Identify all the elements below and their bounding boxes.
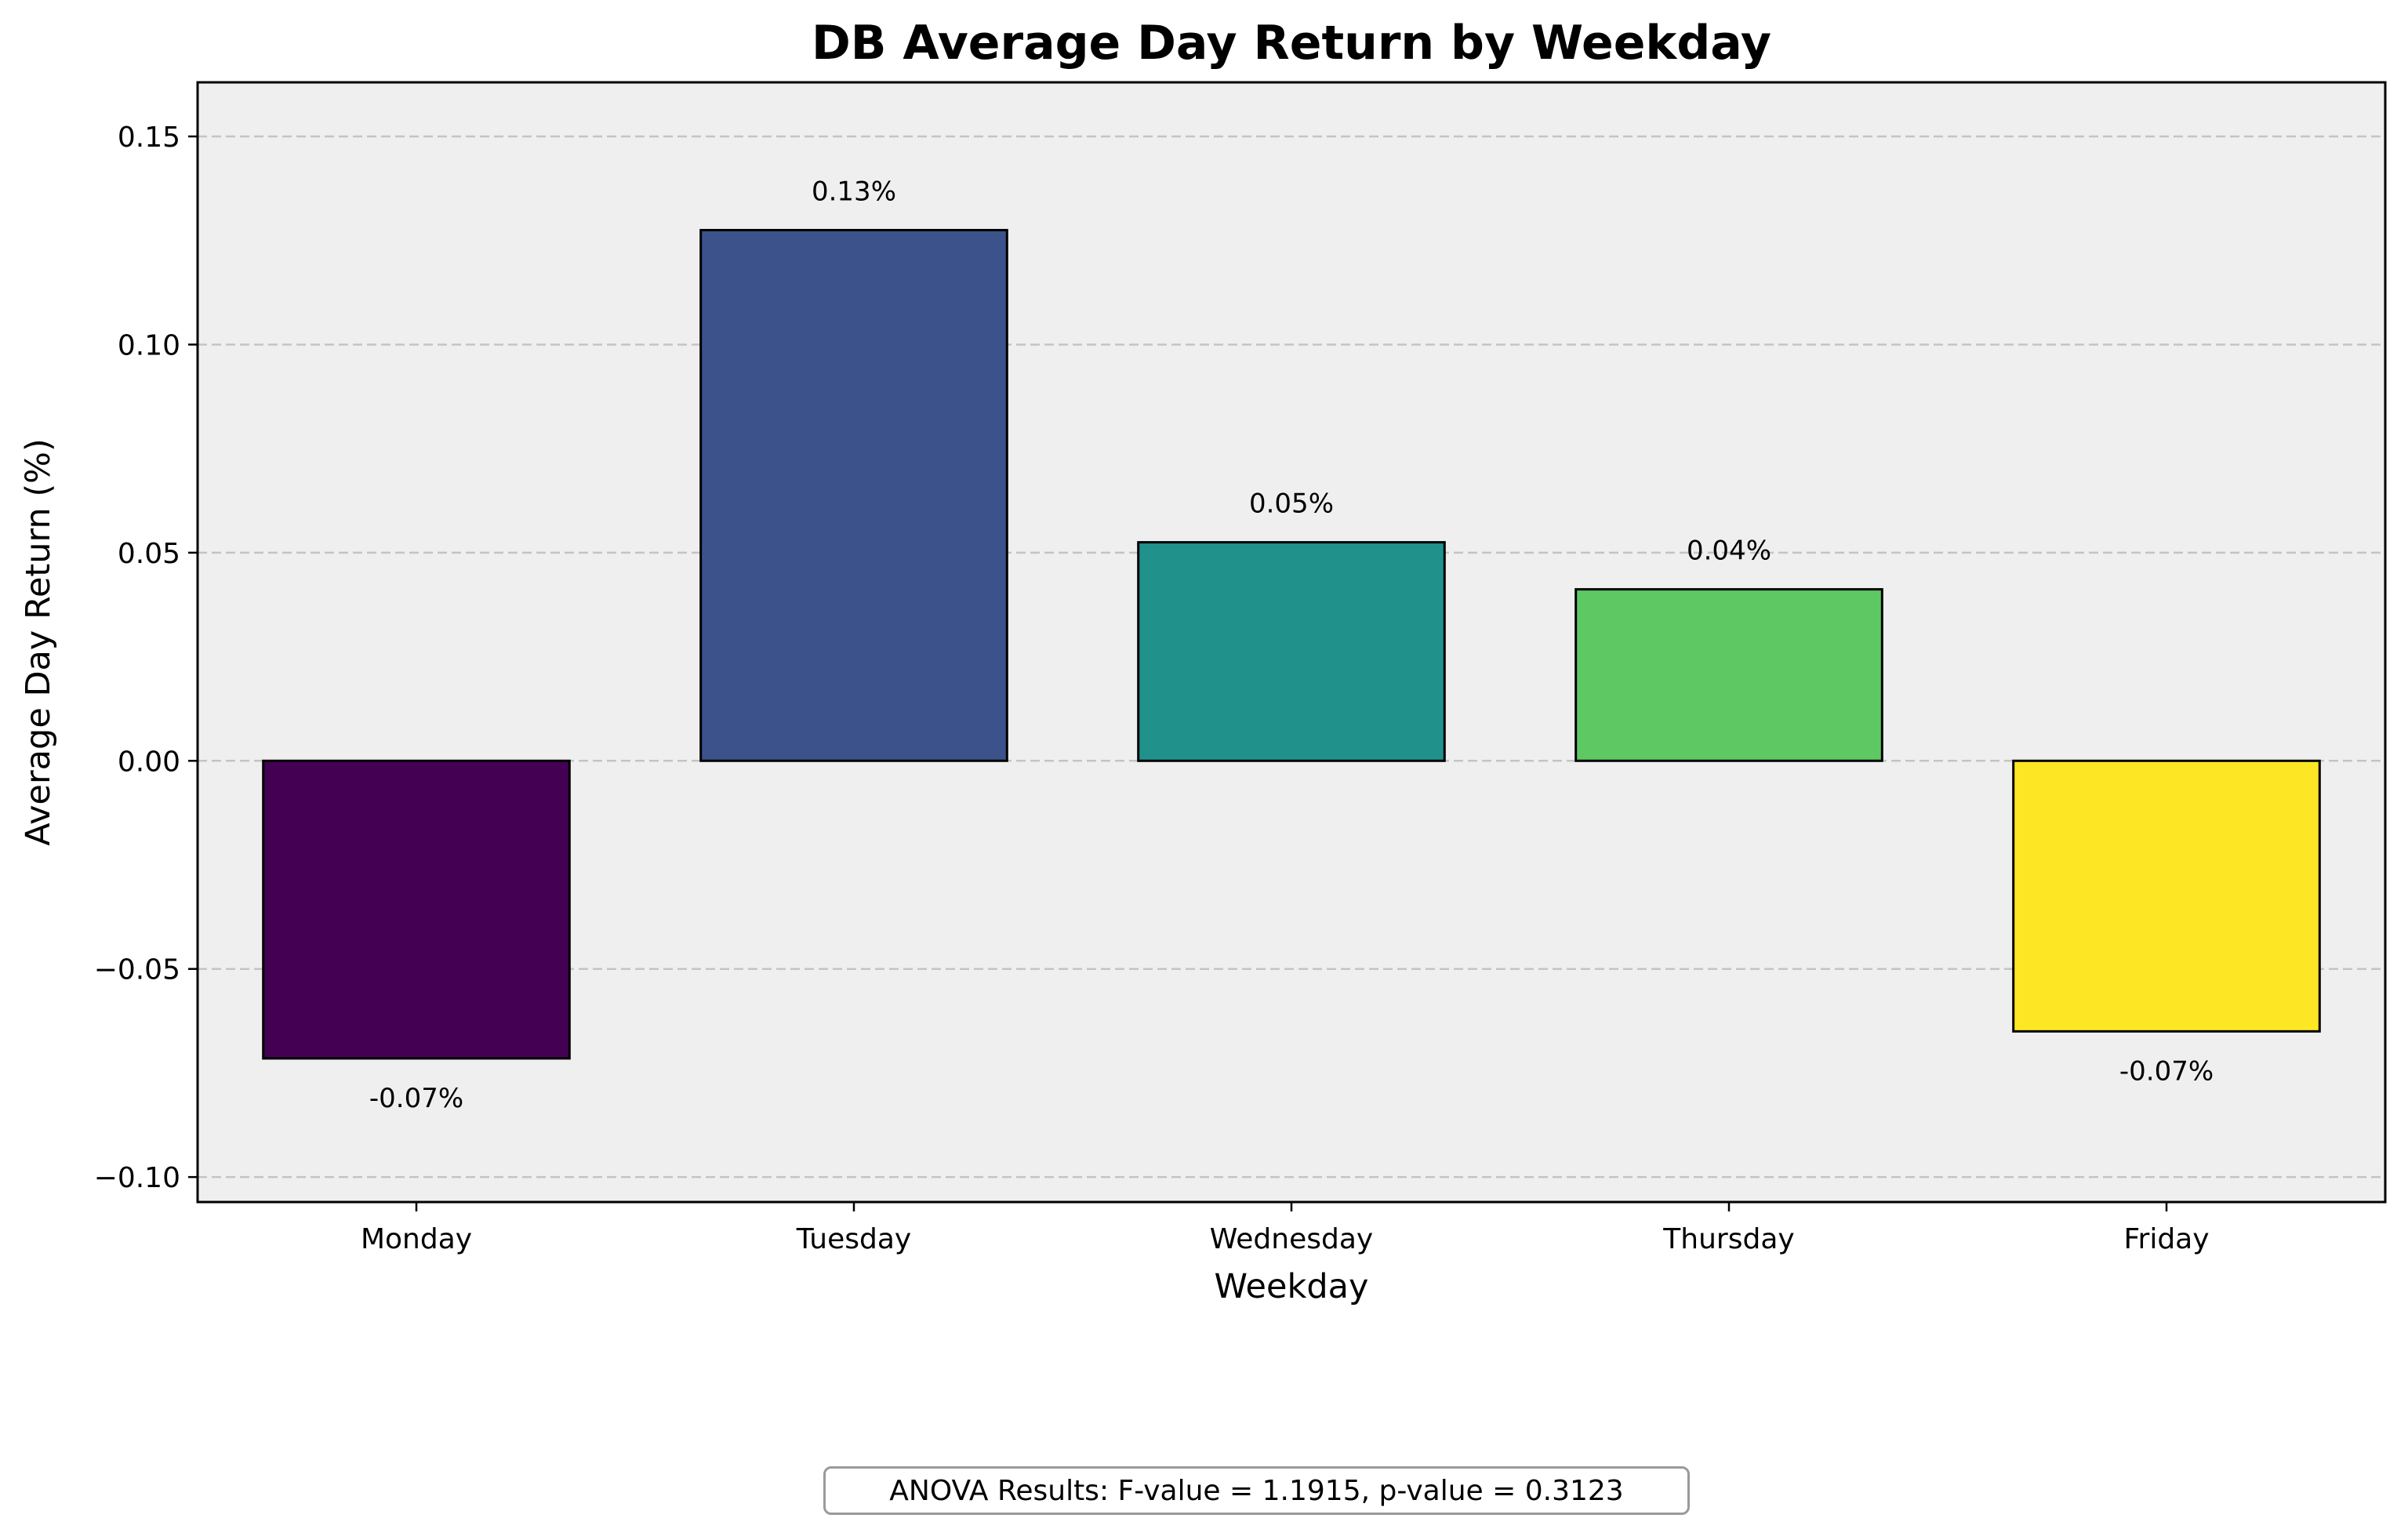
data-label: -0.07% — [369, 1083, 463, 1114]
y-axis: −0.10 −0.05 0.00 0.05 0.10 0.15 — [94, 122, 198, 1194]
data-label: 0.13% — [812, 176, 896, 207]
y-tick-label: 0.05 — [118, 538, 180, 570]
bar-monday — [262, 759, 571, 1060]
data-label: 0.04% — [1687, 536, 1771, 567]
x-tick-label: Monday — [361, 1223, 472, 1255]
anova-results-box: ANOVA Results: F-value = 1.1915, p-value… — [823, 1466, 1690, 1515]
x-tick-label: Friday — [2123, 1223, 2209, 1255]
chart-title: DB Average Day Return by Weekday — [812, 16, 1771, 71]
y-axis-label: Average Day Return (%) — [19, 438, 58, 846]
bar-wednesday — [1137, 541, 1446, 762]
data-label: -0.07% — [2119, 1055, 2214, 1087]
y-tick-label: −0.05 — [94, 954, 180, 986]
data-label: 0.05% — [1249, 488, 1334, 520]
bar-friday — [2012, 759, 2321, 1033]
x-tick-label: Wednesday — [1210, 1223, 1373, 1255]
x-tick-label: Tuesday — [796, 1223, 911, 1255]
x-axis-label: Weekday — [1215, 1267, 1369, 1306]
y-tick-label: −0.10 — [94, 1162, 180, 1194]
y-tick-label: 0.10 — [118, 329, 180, 361]
bar-thursday — [1574, 588, 1883, 762]
anova-results-text: ANOVA Results: F-value = 1.1915, p-value… — [889, 1474, 1624, 1507]
data-labels: -0.07% 0.13% 0.05% 0.04% -0.07% — [369, 176, 2214, 1113]
bar-tuesday — [699, 228, 1008, 762]
x-tick-label: Thursday — [1662, 1223, 1794, 1255]
y-tick-label: 0.15 — [118, 122, 180, 154]
y-tick-label: 0.00 — [118, 746, 180, 778]
x-axis: Monday Tuesday Wednesday Thursday Friday — [361, 1202, 2210, 1255]
bars — [262, 228, 2321, 1060]
